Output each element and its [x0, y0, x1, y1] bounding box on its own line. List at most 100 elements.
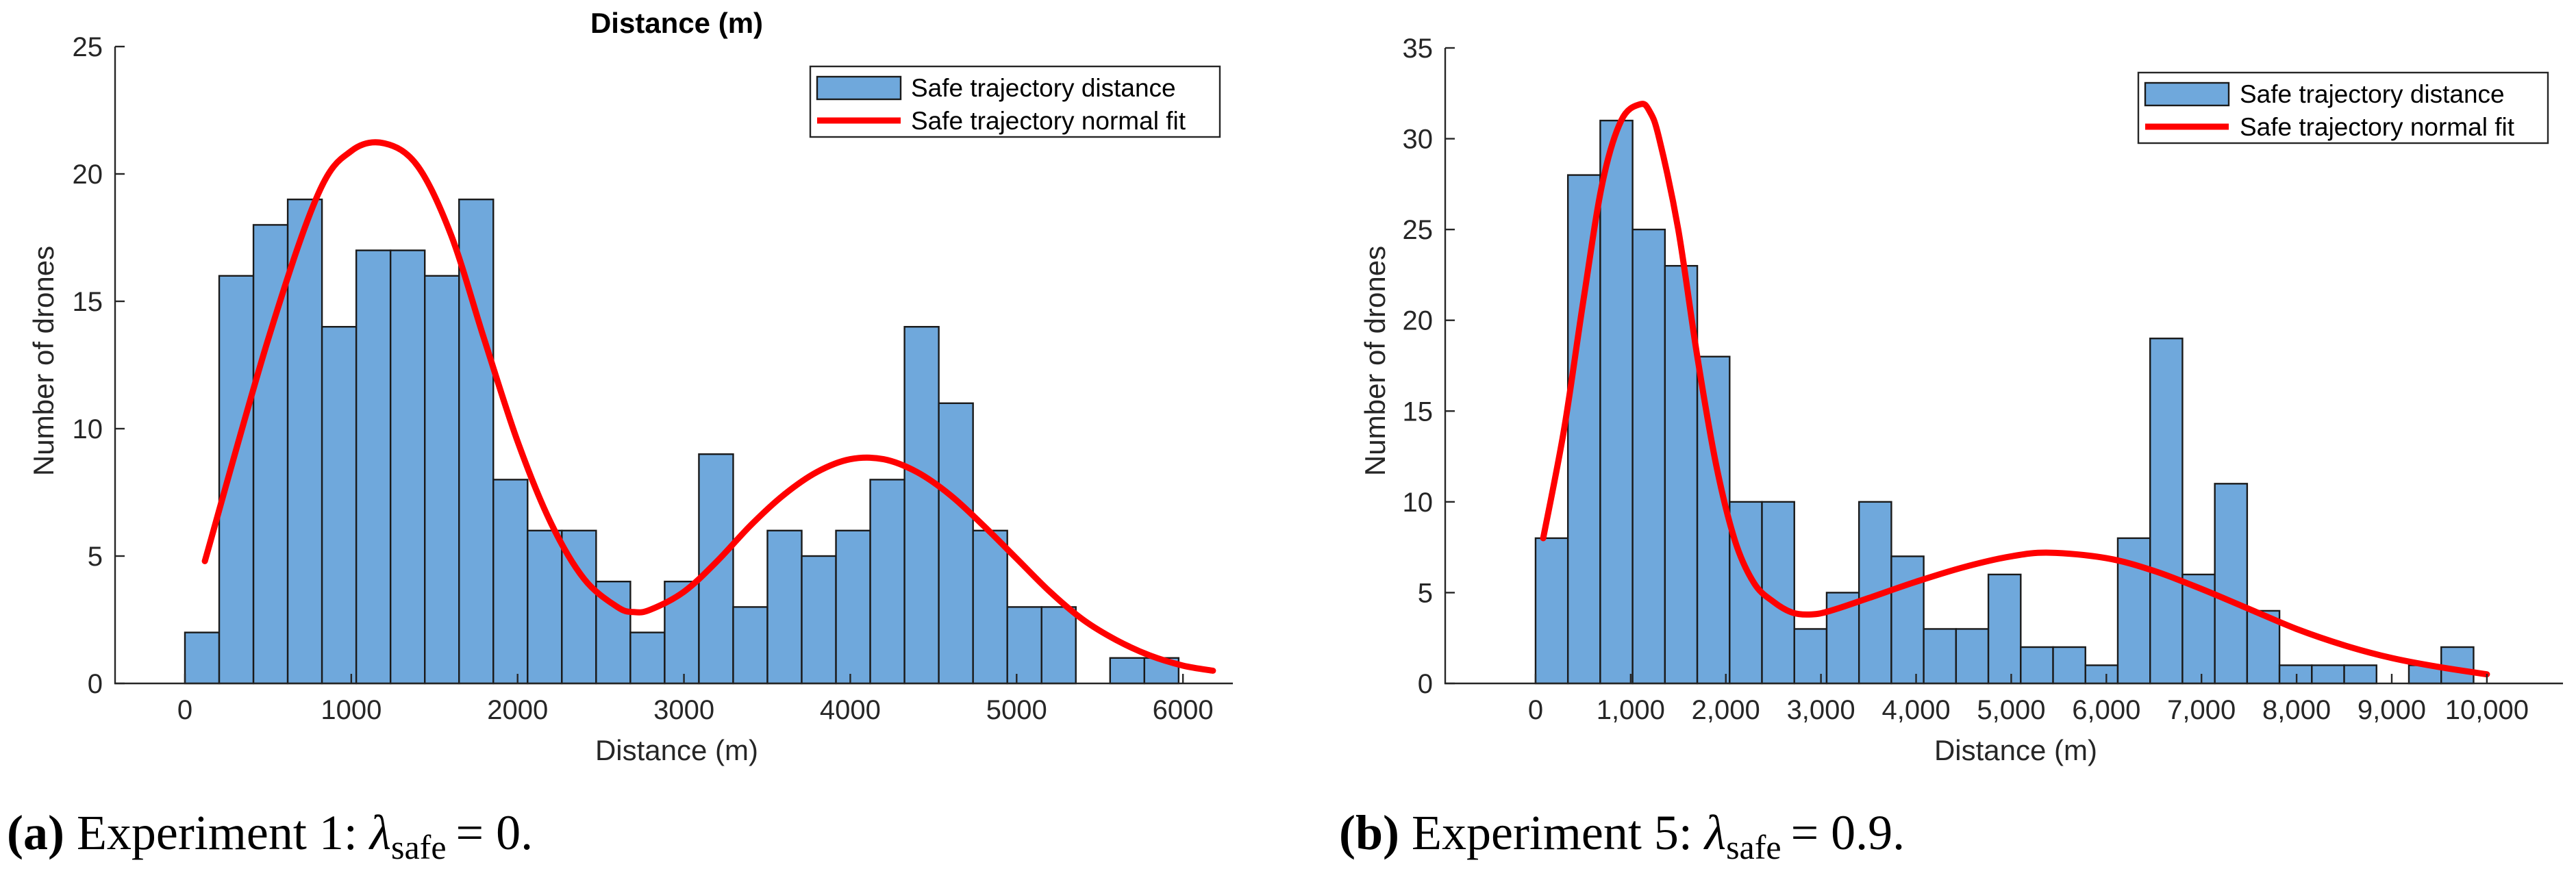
panel-b-ytick-label-6: 30: [1403, 125, 1434, 155]
panel-b-ytick-label-1: 5: [1418, 578, 1433, 608]
panel-b-bar-13: [1955, 628, 1990, 685]
panel-a-bar-27: [1109, 657, 1146, 685]
panel-b-ytick-label-5: 25: [1403, 215, 1434, 245]
panel-b-ytick-label-2: 10: [1403, 488, 1434, 518]
panel-a-bar-25: [1040, 606, 1077, 685]
panel-a-yticks: 0 5 10 15 20 25: [73, 32, 125, 699]
panel-a-ytick-label-0: 0: [88, 669, 103, 699]
panel-a-xtick-label-1: 1000: [321, 695, 382, 725]
caption-a: (a) Experiment 1: λsafe = 0.: [7, 805, 533, 866]
panel-b-bar-1: [1566, 174, 1601, 685]
caption-b-label: (b): [1339, 805, 1399, 860]
panel-a-bar-21: [903, 326, 940, 685]
panel-b-bar-23: [2278, 664, 2313, 685]
panel-b-bar-19: [2149, 338, 2184, 685]
panel-b-bar-8: [1793, 628, 1828, 685]
caption-a-label: (a): [7, 805, 64, 860]
panel-b-xlabel: Distance (m): [1934, 734, 2097, 766]
panel-a-legend: Safe trajectory distance Safe trajectory…: [809, 65, 1221, 138]
panel-a-legend-bar-swatch: [816, 75, 902, 101]
panel-b-legend-bar-swatch: [2144, 81, 2230, 107]
panel-a-bar-6: [389, 249, 426, 685]
panel-b-axes: [1444, 48, 2563, 685]
panel-a-bar-13: [629, 631, 666, 685]
panel-b-legend-fit-label: Safe trajectory normal fit: [2240, 113, 2515, 141]
panel-a-bar-10: [527, 529, 563, 685]
panel-b-ytick-label-0: 0: [1418, 669, 1433, 699]
panel-a-xtick-label-4: 4000: [820, 695, 881, 725]
panel-b: Distance (m) Number of drones 0 1,000 2,00…: [1359, 34, 2563, 766]
panel-a-ytick-label-3: 15: [73, 287, 103, 317]
panel-b-xticks: 0 1,000 2,000 3,000 4,000 5,000 6,000 7,000 8,00…: [1528, 674, 2529, 725]
panel-a-title: Distance (m): [590, 7, 763, 39]
panel-a-ylabel: Number of drones: [27, 246, 60, 476]
panel-b-xtick-label-9: 9,000: [2358, 695, 2426, 725]
caption-b-lambda: λ: [1703, 805, 1726, 860]
panel-b-ytick-label-3: 15: [1403, 396, 1434, 427]
panel-b-xtick-label-3: 3,000: [1787, 695, 1855, 725]
panel-a-bar-9: [492, 479, 529, 685]
panel-a-ytick-label-2: 10: [73, 414, 103, 444]
panel-a-legend-fit-label: Safe trajectory normal fit: [911, 107, 1186, 135]
panel-a-bar-24: [1006, 606, 1042, 685]
panel-a-bar-15: [698, 453, 734, 685]
panel-a-bar-7: [424, 275, 460, 685]
panel-a-bar-5: [355, 249, 392, 685]
panel-a-bar-0: [184, 631, 221, 685]
panel-b-fit: [1540, 101, 2490, 678]
panel-b-xtick-label-2: 2,000: [1692, 695, 1760, 725]
panel-b-bar-7: [1761, 501, 1795, 685]
panel-a-fit-line: [201, 139, 1216, 674]
panel-a-xtick-label-0: 0: [177, 695, 192, 725]
panel-a-bar-17: [766, 529, 803, 685]
panel-b-bar-17: [2084, 664, 2119, 685]
panel-b-bar-22: [2246, 609, 2281, 685]
caption-b-rhs: = 0.9.: [1791, 805, 1905, 860]
panel-a-bar-4: [321, 326, 358, 685]
panel-a-ytick-label-1: 5: [88, 542, 103, 572]
panel-b-ylabel: Number of drones: [1359, 246, 1391, 476]
panel-a-bar-18: [801, 555, 837, 685]
caption-b-sub: safe: [1726, 828, 1781, 866]
panel-a-ytick-label-5: 25: [73, 32, 103, 62]
panel-a-xtick-label-6: 6000: [1153, 695, 1214, 725]
panel-a-bar-20: [869, 479, 905, 685]
panel-a-xticks: 0 1000 2000 3000 4000 5000 6000: [177, 674, 1214, 725]
panel-b-bar-16: [2052, 646, 2086, 685]
panel-b-legend-bar-label: Safe trajectory distance: [2240, 80, 2505, 108]
panel-b-xtick-label-4: 4,000: [1881, 695, 1950, 725]
panel-a-bar-22: [938, 402, 974, 685]
panel-a-axes: [114, 47, 1233, 685]
panel-b-yticks: 0 5 10 15 20 25 30 35: [1403, 34, 1455, 699]
caption-b: (b) Experiment 5: λsafe = 0.9.: [1339, 805, 1905, 866]
panel-b-xtick-label-10: 10,000: [2445, 695, 2529, 725]
panel-a-bar-1: [218, 275, 255, 685]
panel-a-xtick-label-2: 2000: [487, 695, 548, 725]
caption-a-text: Experiment 1:: [77, 805, 358, 860]
caption-a-rhs: = 0.: [456, 805, 534, 860]
panel-b-fit-line: [1540, 101, 2490, 678]
panel-a-legend-bar-label: Safe trajectory distance: [911, 74, 1176, 102]
panel-b-legend: Safe trajectory distance Safe trajectory…: [2137, 71, 2549, 144]
panel-b-bar-24: [2311, 664, 2345, 685]
panel-b-bar-21: [2214, 483, 2249, 685]
panel-a-bar-23: [972, 529, 1008, 685]
panel-a-bars: [184, 199, 1180, 685]
panel-a-bar-16: [732, 606, 768, 685]
panel-b-bar-0: [1534, 537, 1569, 685]
caption-a-lambda: λ: [368, 805, 391, 860]
panel-b-bar-3: [1631, 228, 1666, 685]
caption-b-text: Experiment 5:: [1412, 805, 1692, 860]
panel-b-xtick-label-6: 6,000: [2072, 695, 2140, 725]
panel-b-bar-11: [1890, 555, 1925, 685]
panel-b-ytick-label-7: 35: [1403, 34, 1434, 64]
panel-b-bar-25: [2343, 664, 2377, 685]
panel-a-bar-19: [835, 529, 871, 685]
panel-a-xtick-label-5: 5000: [986, 695, 1047, 725]
panel-b-bar-15: [2020, 646, 2054, 685]
panel-b-bar-14: [1987, 573, 2022, 685]
panel-a-ytick-label-4: 20: [73, 160, 103, 190]
panel-a-bar-3: [286, 199, 323, 685]
panel-a-fit: [201, 139, 1216, 674]
